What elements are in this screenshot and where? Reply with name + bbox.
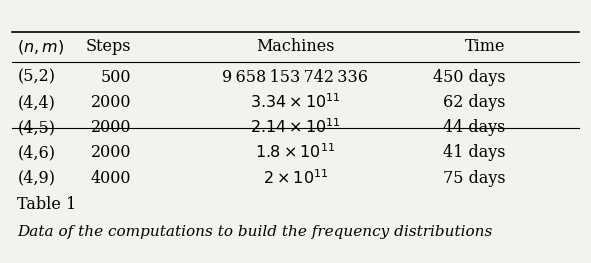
- Text: 44 days: 44 days: [443, 119, 505, 136]
- Text: 9 658 153 742 336: 9 658 153 742 336: [222, 69, 369, 86]
- Text: 2000: 2000: [90, 119, 131, 136]
- Text: Machines: Machines: [256, 38, 335, 55]
- Text: (4,6): (4,6): [18, 144, 56, 161]
- Text: $1.8 \times 10^{11}$: $1.8 \times 10^{11}$: [255, 144, 336, 162]
- Text: 4000: 4000: [90, 170, 131, 187]
- Text: $2 \times 10^{11}$: $2 \times 10^{11}$: [263, 169, 328, 188]
- Text: (4,4): (4,4): [18, 94, 56, 111]
- Text: (4,5): (4,5): [18, 119, 56, 136]
- Text: (5,2): (5,2): [18, 69, 56, 86]
- Text: $(n, m)$: $(n, m)$: [18, 38, 64, 56]
- Text: 2000: 2000: [90, 94, 131, 111]
- Text: 62 days: 62 days: [443, 94, 505, 111]
- Text: (4,9): (4,9): [18, 170, 56, 187]
- Text: 500: 500: [100, 69, 131, 86]
- Text: $2.14 \times 10^{11}$: $2.14 \times 10^{11}$: [250, 118, 341, 137]
- Text: Steps: Steps: [86, 38, 131, 55]
- Text: Data of the computations to build the frequency distributions: Data of the computations to build the fr…: [18, 225, 493, 240]
- Text: 41 days: 41 days: [443, 144, 505, 161]
- Text: $3.34 \times 10^{11}$: $3.34 \times 10^{11}$: [250, 93, 341, 112]
- Text: Table 1: Table 1: [18, 196, 77, 213]
- Text: 450 days: 450 days: [433, 69, 505, 86]
- Text: Time: Time: [465, 38, 505, 55]
- Text: 2000: 2000: [90, 144, 131, 161]
- Text: 75 days: 75 days: [443, 170, 505, 187]
